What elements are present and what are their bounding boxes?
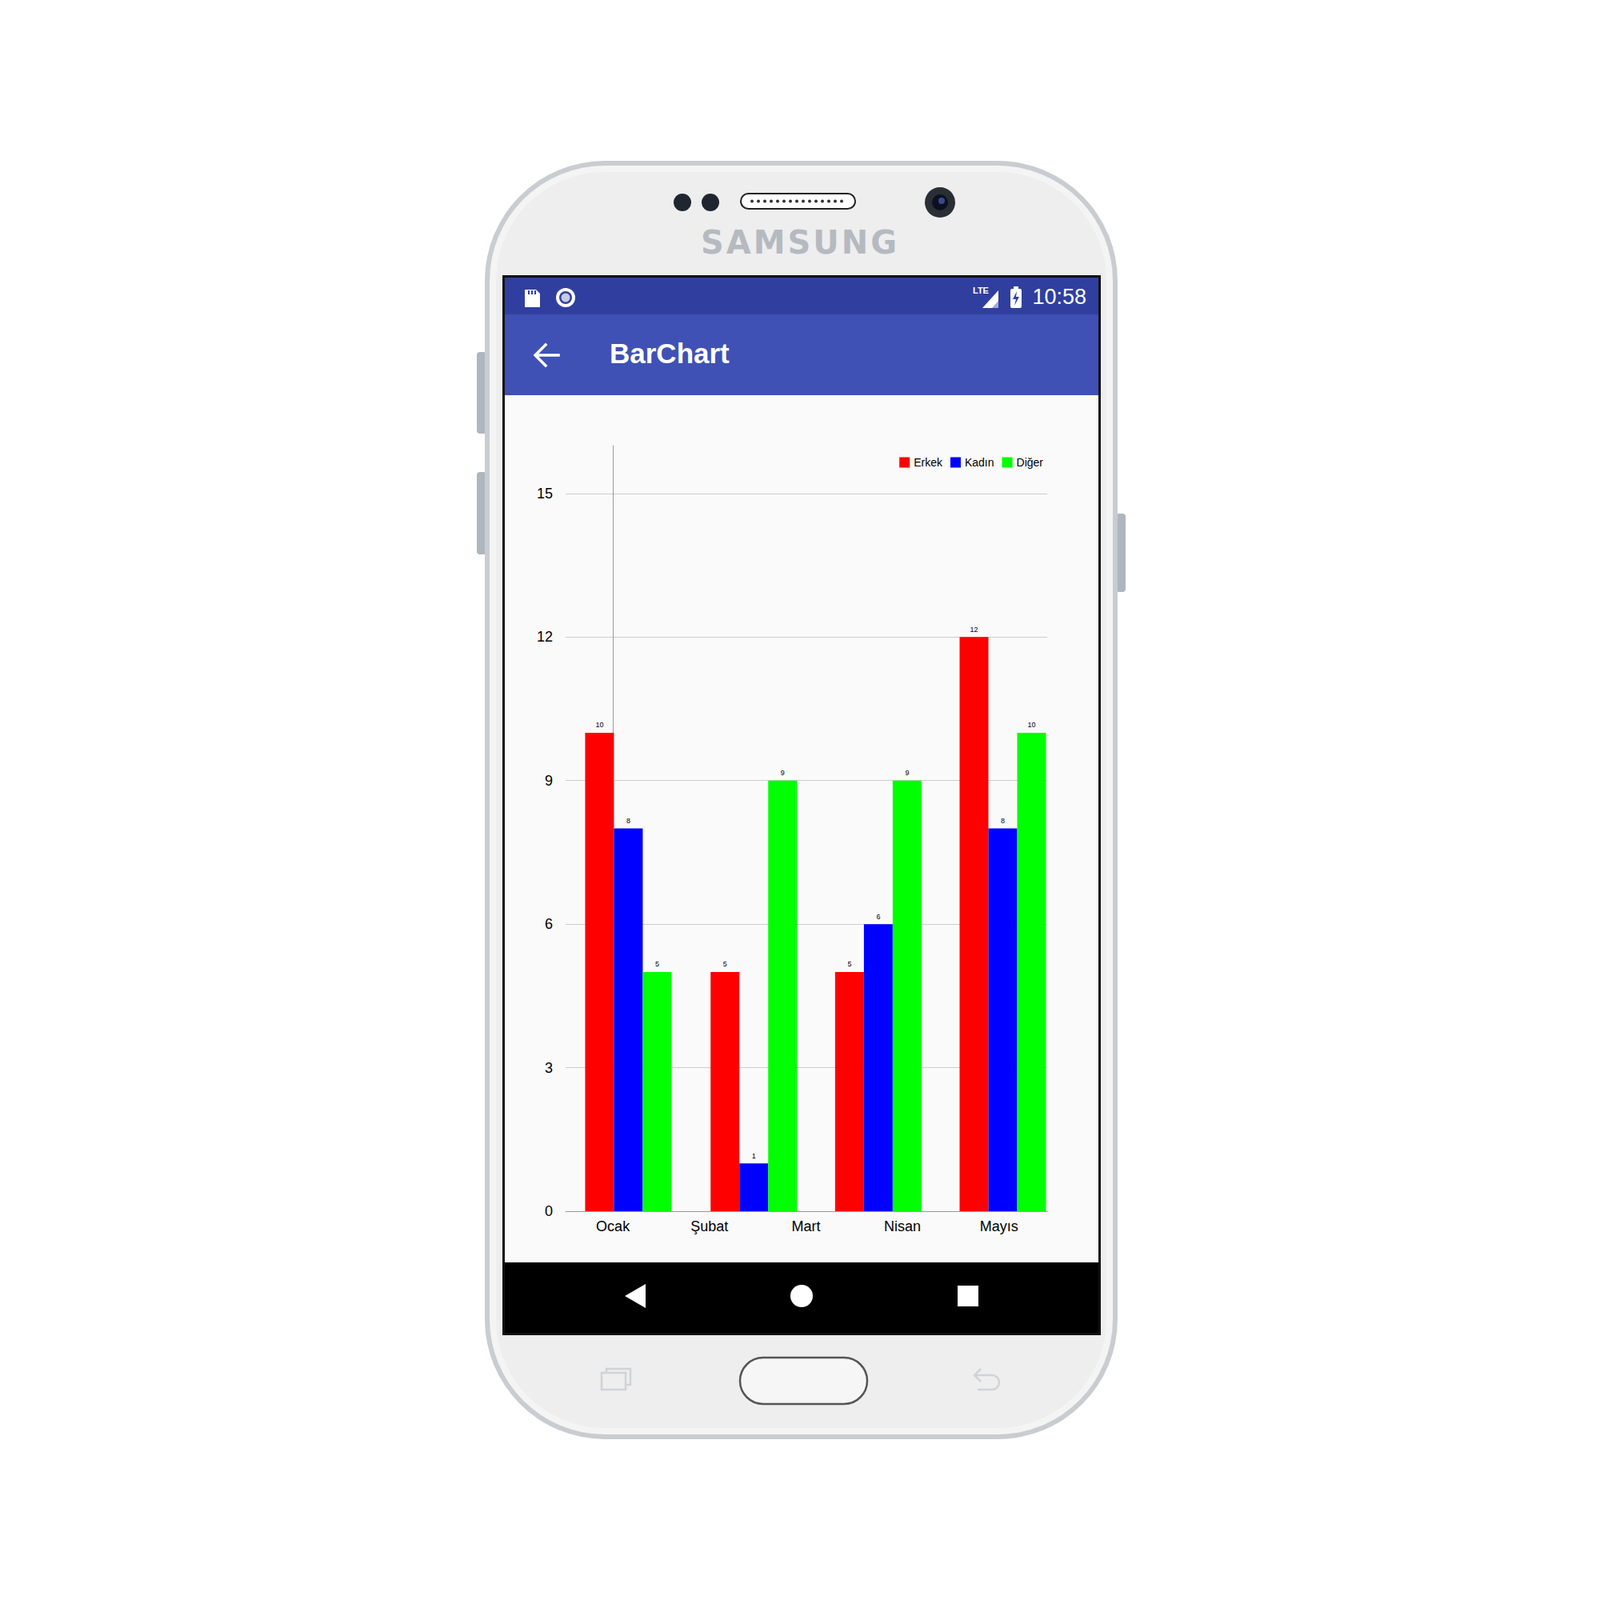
svg-text:Diğer: Diğer [1016,456,1044,469]
svg-text:Nisan: Nisan [884,1218,921,1235]
html-text:SAMSUNG: SAMSUNG [700,224,900,261]
svg-text:Erkek: Erkek [913,456,944,469]
svg-text:Kadın: Kadın [964,456,995,469]
svg-text:5: 5 [847,960,852,968]
svg-text:Mayıs: Mayıs [980,1218,1019,1235]
svg-text:10: 10 [1027,720,1036,729]
svg-text:3: 3 [544,1060,553,1076]
svg-text:15: 15 [536,485,553,502]
svg-text:5: 5 [655,960,660,968]
svg-text:6: 6 [876,912,880,921]
svg-text:5: 5 [723,960,728,968]
svg-text:10: 10 [595,720,604,729]
svg-text:1: 1 [752,1152,756,1160]
svg-text:0: 0 [544,1203,553,1220]
html-text:LTE: LTE [972,285,989,296]
svg-text:9: 9 [544,772,553,789]
svg-text:12: 12 [536,628,553,645]
svg-text:12: 12 [969,625,978,634]
svg-text:6: 6 [544,916,553,932]
html-text:10:58: 10:58 [1032,284,1087,309]
svg-text:9: 9 [904,768,909,777]
svg-text:Mart: Mart [791,1218,820,1235]
svg-text:Şubat: Şubat [690,1218,728,1235]
svg-text:9: 9 [780,768,785,777]
html-text:BarChart: BarChart [609,337,730,369]
svg-text:8: 8 [1000,816,1005,825]
svg-text:Ocak: Ocak [596,1218,631,1235]
svg-text:8: 8 [626,816,631,825]
